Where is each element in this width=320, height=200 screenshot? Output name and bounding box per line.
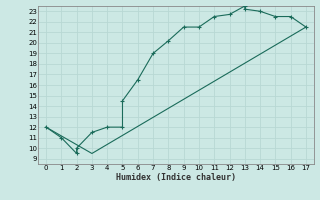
X-axis label: Humidex (Indice chaleur): Humidex (Indice chaleur)	[116, 173, 236, 182]
